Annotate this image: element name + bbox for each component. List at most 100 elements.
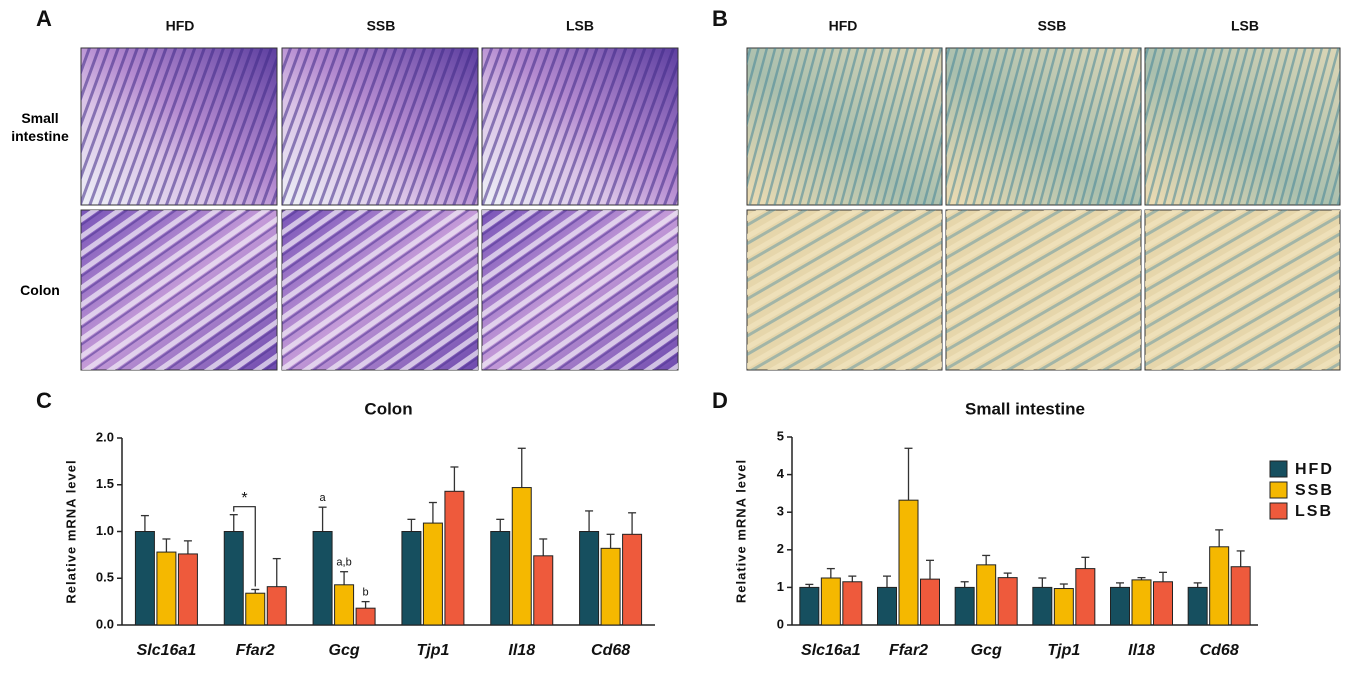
column-header: SSB	[1038, 18, 1067, 34]
significance-label: *	[241, 490, 247, 507]
legend-label: SSB	[1295, 482, 1334, 499]
micrograph-texture	[946, 48, 1141, 205]
x-tick-label: Il18	[508, 642, 535, 659]
bar	[898, 499, 919, 626]
bar	[1131, 579, 1152, 626]
x-tick-label: Gcg	[971, 642, 1002, 659]
micrograph-texture	[482, 48, 678, 205]
legend-swatch	[1269, 460, 1288, 478]
micrograph-texture	[946, 210, 1141, 370]
micrograph-texture	[482, 210, 678, 370]
micrograph-texture	[747, 48, 942, 205]
bar	[177, 553, 198, 626]
bar	[223, 531, 244, 626]
x-tick-label: Cd68	[591, 642, 630, 659]
x-tick-label: Tjp1	[416, 642, 449, 659]
significance-bracket	[233, 506, 256, 587]
chart-title: Colon	[364, 399, 412, 418]
column-header: SSB	[367, 18, 396, 34]
bar	[1209, 546, 1230, 626]
bar	[842, 581, 863, 626]
bar	[490, 531, 511, 626]
y-tick-label: 3	[777, 504, 784, 519]
bar	[134, 531, 155, 626]
bar	[266, 586, 287, 626]
legend-swatch	[1269, 481, 1288, 499]
annotation: a,b	[336, 557, 351, 569]
micrograph-texture	[1145, 210, 1340, 370]
legend-swatch	[1269, 502, 1288, 520]
bar	[1075, 568, 1096, 626]
micrograph-texture	[81, 48, 277, 205]
row-label-box: Small intestine	[11, 110, 69, 144]
bar	[1230, 566, 1251, 626]
panel-label: A	[36, 6, 52, 31]
y-tick-label: 0.5	[96, 570, 114, 585]
bar	[334, 584, 355, 626]
bar	[1153, 581, 1173, 626]
micrograph-texture	[282, 210, 478, 370]
annotation: b	[363, 587, 369, 599]
x-tick-label: Gcg	[329, 642, 360, 659]
y-tick-label: 2.0	[96, 429, 114, 444]
bar	[799, 586, 820, 626]
micrograph-texture	[282, 48, 478, 205]
panel-label: B	[712, 6, 728, 31]
micrograph-texture	[81, 210, 277, 370]
y-tick-label: 5	[777, 428, 784, 443]
column-header: LSB	[566, 18, 594, 34]
bar	[600, 547, 621, 626]
bar	[820, 577, 841, 626]
column-header: LSB	[1231, 18, 1259, 34]
legend-label: HFD	[1295, 461, 1334, 478]
bar	[355, 607, 376, 626]
micrograph-texture	[1145, 48, 1340, 205]
bar	[622, 533, 643, 626]
bar	[976, 564, 997, 626]
column-header: HFD	[829, 18, 858, 34]
bar	[920, 578, 940, 626]
bar	[156, 551, 177, 626]
y-axis-label: Relative mRNA level	[733, 459, 748, 603]
panel-label: C	[36, 388, 52, 413]
micrograph-texture	[747, 210, 942, 370]
panel-label: D	[712, 388, 728, 413]
x-tick-label: Il18	[1128, 642, 1155, 659]
y-tick-label: 1.5	[96, 476, 114, 491]
x-tick-label: Slc16a1	[137, 642, 197, 659]
y-tick-label: 0.0	[96, 616, 114, 631]
bar	[511, 487, 532, 626]
row-label: Colon	[20, 282, 60, 298]
bar	[401, 531, 422, 626]
annotation: a	[320, 492, 327, 504]
y-tick-label: 4	[777, 466, 785, 481]
bar	[1032, 586, 1053, 626]
y-tick-label: 1.0	[96, 523, 114, 538]
legend-label: LSB	[1295, 503, 1333, 520]
y-tick-label: 0	[777, 616, 784, 631]
y-tick-label: 1	[777, 579, 784, 594]
bar	[1110, 586, 1130, 626]
bar	[533, 555, 554, 626]
bar	[877, 586, 897, 626]
x-tick-label: Ffar2	[889, 642, 928, 659]
bar	[444, 490, 465, 626]
row-label-box: Colon	[20, 282, 60, 298]
x-tick-label: Ffar2	[236, 642, 275, 659]
bar	[997, 577, 1018, 626]
bar	[1187, 586, 1208, 626]
bar	[954, 586, 975, 626]
chart-title: Small intestine	[965, 399, 1085, 418]
x-tick-label: Tjp1	[1047, 642, 1080, 659]
bar	[312, 531, 333, 626]
x-tick-label: Cd68	[1200, 642, 1239, 659]
bar	[579, 531, 600, 626]
bar	[1053, 588, 1074, 626]
bar	[245, 592, 266, 626]
column-header: HFD	[166, 18, 195, 34]
y-axis-label: Relative mRNA level	[63, 459, 78, 603]
bar	[422, 522, 443, 626]
y-tick-label: 2	[777, 541, 784, 556]
